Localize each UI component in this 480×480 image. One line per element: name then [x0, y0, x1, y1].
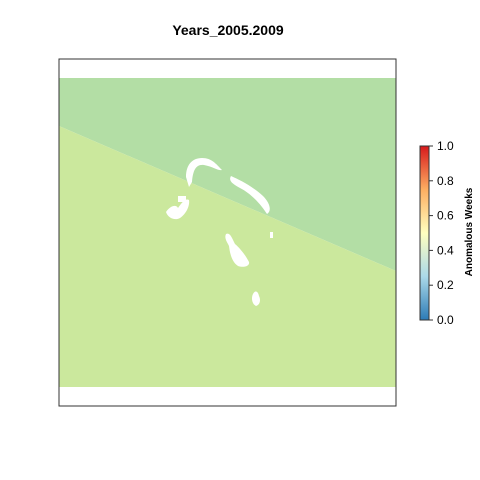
legend-tick-label: 0.2 — [437, 278, 454, 292]
legend-tick-label: 0.6 — [437, 209, 454, 223]
missing-area-mid-blob — [225, 233, 250, 267]
missing-data-areas — [166, 158, 273, 306]
missing-area-left-dot — [178, 196, 186, 202]
legend-ticks: 0.0 0.2 0.4 0.6 0.8 1.0 — [429, 139, 454, 327]
region-upper-right — [59, 78, 396, 271]
missing-area-left-blob — [166, 199, 190, 220]
missing-area-small-mark — [270, 232, 273, 238]
legend-tick-label: 0.4 — [437, 243, 454, 257]
missing-area-arc — [186, 158, 222, 187]
legend-colorbar — [419, 145, 430, 321]
legend-tick-label: 0.0 — [437, 313, 454, 327]
legend: 0.0 0.2 0.4 0.6 0.8 1.0 Anomalous Weeks — [419, 139, 475, 327]
missing-area-bottom-blob — [252, 291, 260, 306]
plot-area — [58, 58, 397, 407]
missing-area-streak — [230, 176, 270, 214]
plot-border — [58, 58, 397, 407]
legend-tick-label: 0.8 — [437, 174, 454, 188]
chart-title: Years_2005.2009 — [172, 22, 284, 38]
legend-tick-label: 1.0 — [437, 139, 454, 153]
region-lower-left — [59, 126, 396, 387]
legend-title: Anomalous Weeks — [464, 187, 475, 276]
